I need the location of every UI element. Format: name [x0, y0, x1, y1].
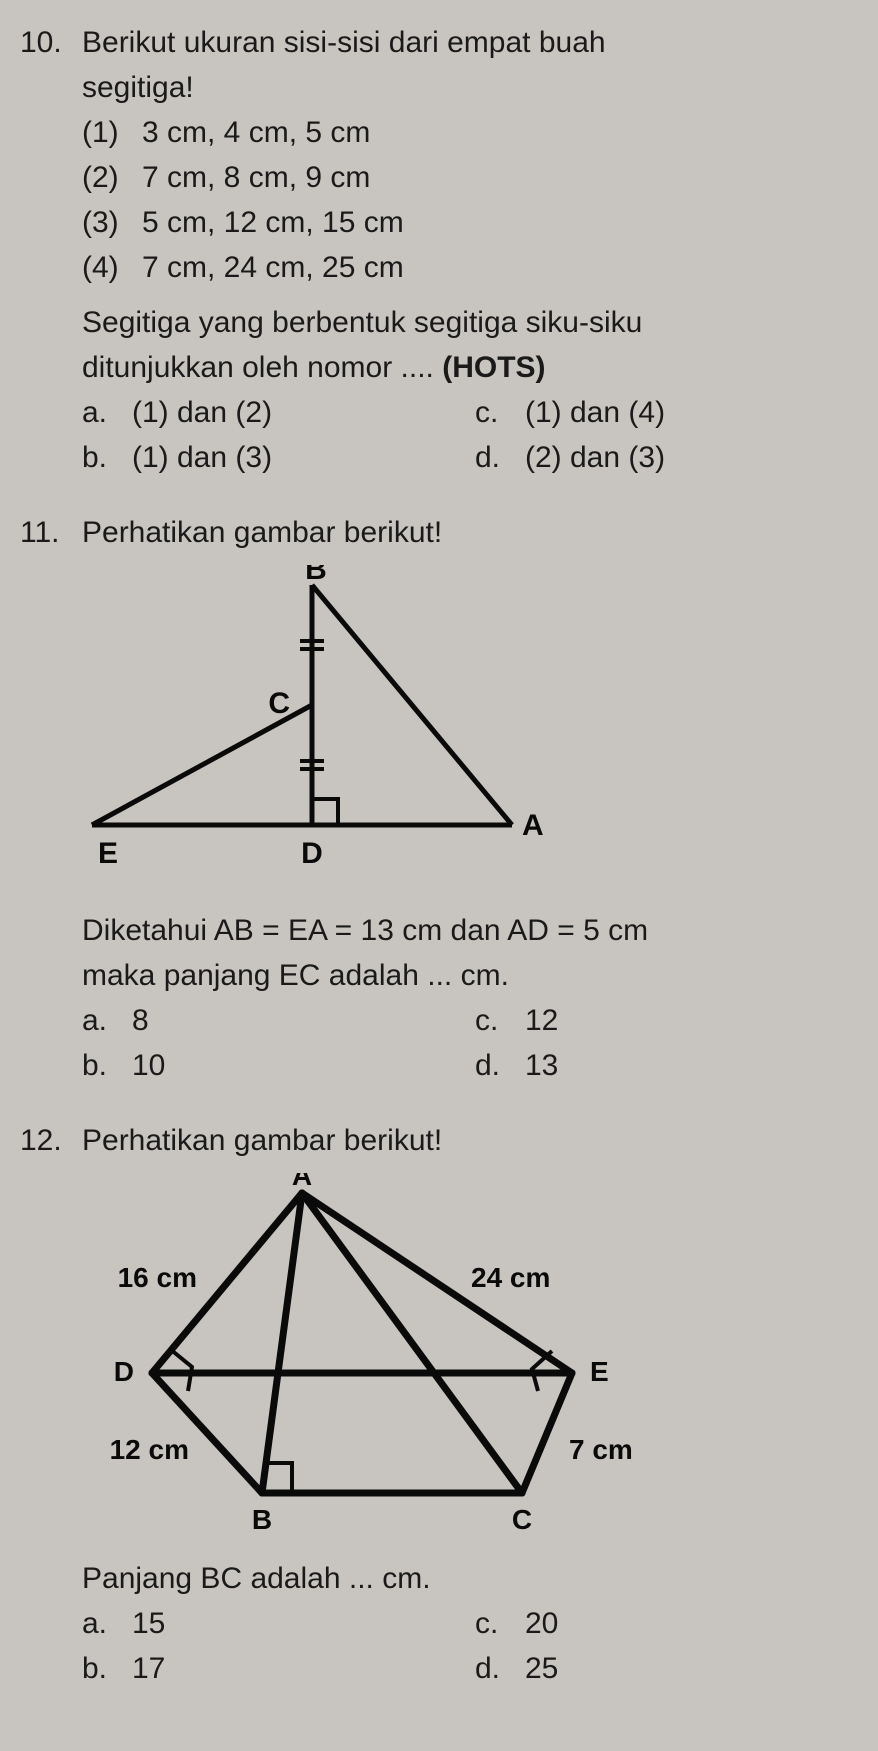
- question-number: 11.: [20, 510, 70, 555]
- answer-a: a. (1) dan (2): [82, 390, 455, 435]
- question-10-header: 10. Berikut ukuran sisi-sisi dari empat …: [20, 20, 848, 65]
- question-12-header: 12. Perhatikan gambar berikut!: [20, 1118, 848, 1163]
- answer-b: b. (1) dan (3): [82, 435, 455, 480]
- item-number: (1): [82, 110, 134, 155]
- svg-text:16 cm: 16 cm: [118, 1262, 197, 1293]
- svg-text:D: D: [301, 837, 323, 870]
- question-prompt-line2: segitiga!: [82, 65, 848, 110]
- item-text: 3 cm, 4 cm, 5 cm: [142, 110, 370, 155]
- answer-d: d. 13: [475, 1043, 848, 1088]
- answer-letter: a.: [82, 1601, 118, 1646]
- answer-letter: b.: [82, 1646, 118, 1691]
- question-prompt-line1: Berikut ukuran sisi-sisi dari empat buah: [82, 20, 848, 65]
- answer-letter: b.: [82, 1043, 118, 1088]
- answer-text: (1) dan (3): [132, 435, 455, 480]
- question-10: 10. Berikut ukuran sisi-sisi dari empat …: [20, 20, 848, 480]
- answer-text: 25: [525, 1646, 848, 1691]
- svg-text:7 cm: 7 cm: [569, 1434, 633, 1465]
- answer-text: 12: [525, 998, 848, 1043]
- svg-text:E: E: [98, 837, 118, 870]
- answer-c: c. 20: [475, 1601, 848, 1646]
- svg-text:C: C: [268, 687, 290, 720]
- q11-given-line2: maka panjang EC adalah ... cm.: [82, 953, 848, 998]
- q11-diagram: B C E D A: [82, 565, 602, 885]
- answer-c: c. (1) dan (4): [475, 390, 848, 435]
- question-11-header: 11. Perhatikan gambar berikut!: [20, 510, 848, 555]
- answer-a: a. 8: [82, 998, 455, 1043]
- answer-text: (1) dan (4): [525, 390, 848, 435]
- answer-letter: a.: [82, 390, 118, 435]
- q12-diagram: A D E B C 16 cm 24 cm 12 cm 7 cm: [82, 1173, 662, 1533]
- q11-answers-row1: a. 8 c. 12: [82, 998, 848, 1043]
- subprompt-text: ditunjukkan oleh nomor ....: [82, 351, 442, 384]
- answer-letter: b.: [82, 435, 118, 480]
- item-text: 7 cm, 8 cm, 9 cm: [142, 155, 370, 200]
- answer-text: 20: [525, 1601, 848, 1646]
- answer-a: a. 15: [82, 1601, 455, 1646]
- question-number: 10.: [20, 20, 70, 65]
- q12-given: Panjang BC adalah ... cm.: [82, 1556, 848, 1601]
- q11-diagram-wrapper: B C E D A: [82, 565, 848, 898]
- answer-letter: a.: [82, 998, 118, 1043]
- answer-letter: d.: [475, 1043, 511, 1088]
- answer-letter: c.: [475, 1601, 511, 1646]
- answer-letter: c.: [475, 998, 511, 1043]
- question-prompt: Perhatikan gambar berikut!: [82, 510, 848, 555]
- question-number: 12.: [20, 1118, 70, 1163]
- item-text: 7 cm, 24 cm, 25 cm: [142, 245, 404, 290]
- answer-d: d. 25: [475, 1646, 848, 1691]
- q11-given-line1: Diketahui AB = EA = 13 cm dan AD = 5 cm: [82, 908, 848, 953]
- q10-item-3: (3) 5 cm, 12 cm, 15 cm: [82, 200, 848, 245]
- svg-text:A: A: [522, 809, 544, 842]
- item-number: (3): [82, 200, 134, 245]
- answer-text: (2) dan (3): [525, 435, 848, 480]
- answer-text: 13: [525, 1043, 848, 1088]
- svg-text:12 cm: 12 cm: [110, 1434, 189, 1465]
- question-12: 12. Perhatikan gambar berikut! A D E B C 16 c…: [20, 1118, 848, 1691]
- answer-letter: d.: [475, 1646, 511, 1691]
- q12-diagram-wrapper: A D E B C 16 cm 24 cm 12 cm 7 cm: [82, 1173, 848, 1546]
- svg-text:24 cm: 24 cm: [471, 1262, 550, 1293]
- answer-text: (1) dan (2): [132, 390, 455, 435]
- answer-text: 17: [132, 1646, 455, 1691]
- q10-item-2: (2) 7 cm, 8 cm, 9 cm: [82, 155, 848, 200]
- q12-answers-row2: b. 17 d. 25: [82, 1646, 848, 1691]
- item-number: (2): [82, 155, 134, 200]
- svg-text:B: B: [305, 565, 327, 586]
- answer-c: c. 12: [475, 998, 848, 1043]
- item-number: (4): [82, 245, 134, 290]
- answer-b: b. 10: [82, 1043, 455, 1088]
- item-text: 5 cm, 12 cm, 15 cm: [142, 200, 404, 245]
- q10-answers-row1: a. (1) dan (2) c. (1) dan (4): [82, 390, 848, 435]
- q12-answers-row1: a. 15 c. 20: [82, 1601, 848, 1646]
- q10-subprompt-line1: Segitiga yang berbentuk segitiga siku-si…: [82, 300, 848, 345]
- svg-text:B: B: [252, 1504, 272, 1533]
- svg-text:E: E: [590, 1356, 609, 1387]
- svg-text:A: A: [292, 1173, 312, 1191]
- q10-item-4: (4) 7 cm, 24 cm, 25 cm: [82, 245, 848, 290]
- answer-text: 8: [132, 998, 455, 1043]
- question-prompt: Perhatikan gambar berikut!: [82, 1118, 848, 1163]
- q10-answers-row2: b. (1) dan (3) d. (2) dan (3): [82, 435, 848, 480]
- answer-letter: d.: [475, 435, 511, 480]
- question-11: 11. Perhatikan gambar berikut! B C E D A Dik…: [20, 510, 848, 1088]
- answer-letter: c.: [475, 390, 511, 435]
- answer-b: b. 17: [82, 1646, 455, 1691]
- q10-subprompt-line2: ditunjukkan oleh nomor .... (HOTS): [82, 345, 848, 390]
- svg-text:C: C: [512, 1504, 532, 1533]
- q11-answers-row2: b. 10 d. 13: [82, 1043, 848, 1088]
- hots-tag: (HOTS): [442, 351, 545, 384]
- answer-d: d. (2) dan (3): [475, 435, 848, 480]
- q10-item-1: (1) 3 cm, 4 cm, 5 cm: [82, 110, 848, 155]
- answer-text: 10: [132, 1043, 455, 1088]
- svg-text:D: D: [114, 1356, 134, 1387]
- answer-text: 15: [132, 1601, 455, 1646]
